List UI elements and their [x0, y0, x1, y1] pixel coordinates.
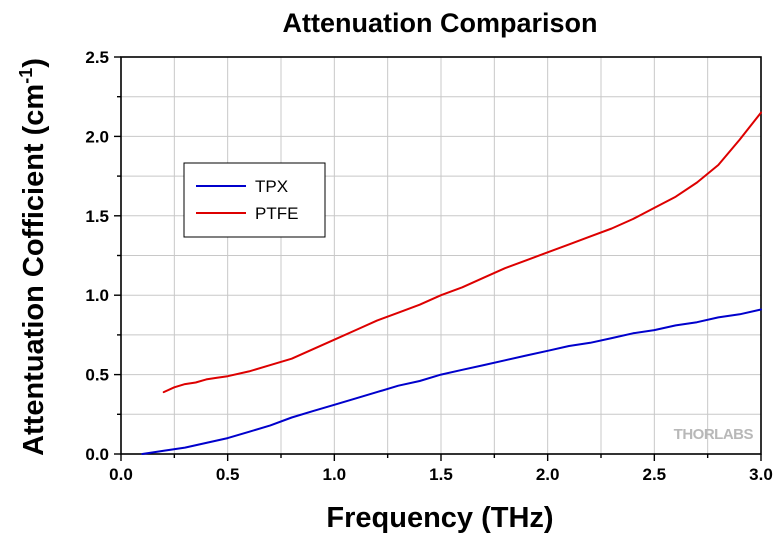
series — [141, 111, 762, 455]
x-tick-label: 2.0 — [536, 465, 560, 484]
y-axis-title-main: Attentuation Cofficient (cm — [18, 84, 50, 456]
x-axis-title: Frequency (THz) — [326, 502, 553, 534]
x-tick-label: 0.5 — [216, 465, 240, 484]
y-axis-title-sup: -1 — [16, 68, 36, 84]
y-tick-label: 0.0 — [85, 445, 109, 464]
x-tick-labels: 0.0 0.5 1.0 1.5 2.0 2.5 3.0 — [109, 465, 773, 484]
y-tick-label: 2.0 — [85, 127, 109, 146]
thorlabs-watermark: THORLABS — [674, 426, 754, 443]
x-tick-label: 2.5 — [643, 465, 667, 484]
grid — [121, 57, 761, 454]
y-axis-title-close: ) — [18, 58, 50, 68]
legend-box — [183, 162, 326, 238]
ticks — [114, 56, 762, 461]
y-tick-label: 0.5 — [85, 366, 109, 385]
chart-title: Attenuation Comparison — [283, 8, 598, 38]
y-tick-label: 2.5 — [85, 48, 109, 67]
x-tick-label: 1.0 — [323, 465, 347, 484]
y-tick-label: 1.5 — [85, 207, 109, 226]
y-tick-labels: 0.0 0.5 1.0 1.5 2.0 2.5 — [85, 48, 109, 464]
series-line-ptfe — [162, 111, 762, 394]
y-tick-label: 1.0 — [85, 286, 109, 305]
x-tick-label: 3.0 — [749, 465, 773, 484]
series-line-tpx — [141, 308, 762, 455]
x-tick-label: 0.0 — [109, 465, 133, 484]
legend: TPX PTFE — [183, 162, 326, 238]
x-tick-label: 1.5 — [429, 465, 453, 484]
legend-label-ptfe: PTFE — [255, 204, 298, 223]
y-axis-title: Attentuation Cofficient (cm-1) — [16, 58, 50, 456]
legend-label-tpx: TPX — [255, 177, 288, 196]
